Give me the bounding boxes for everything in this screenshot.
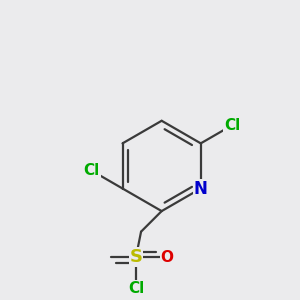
Text: S: S — [129, 248, 142, 266]
Text: O: O — [160, 250, 174, 265]
Text: Cl: Cl — [84, 163, 100, 178]
Text: N: N — [194, 179, 208, 197]
Text: Cl: Cl — [128, 281, 144, 296]
Text: Cl: Cl — [224, 118, 240, 133]
